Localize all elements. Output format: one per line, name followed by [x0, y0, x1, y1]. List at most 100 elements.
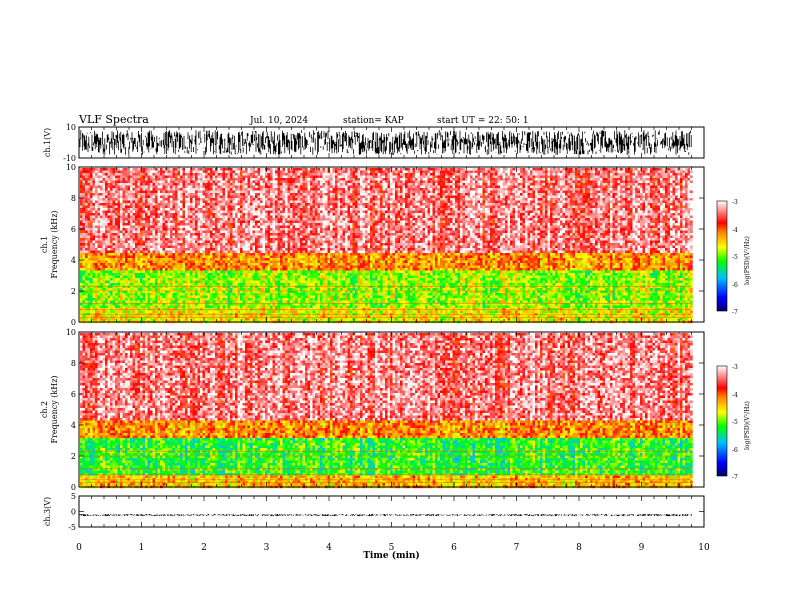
spectrogram-cell [138, 276, 141, 279]
spectrogram-cell [153, 233, 156, 236]
spectrogram-cell [88, 183, 91, 186]
spectrogram-cell [158, 293, 161, 296]
spectrogram-cell [143, 243, 146, 246]
spectrogram-cell [83, 301, 86, 304]
spectrogram-cell [88, 283, 91, 286]
spectrogram-cell [123, 176, 126, 179]
spectrogram-cell [153, 221, 156, 224]
spectrogram-cell [170, 306, 173, 309]
spectrogram-cell [83, 251, 86, 254]
spectrogram-cell [165, 258, 168, 261]
spectrogram-cell [158, 231, 161, 234]
spectrogram-cell [130, 273, 133, 276]
spectrogram-cell [173, 183, 176, 186]
spectrogram-cell [160, 243, 163, 246]
spectrogram-cell [103, 266, 106, 269]
spectrogram-cell [90, 198, 93, 201]
spectrogram-cell [153, 281, 156, 284]
spectrogram-cell [125, 178, 128, 181]
spectrogram-cell [110, 316, 113, 319]
spectrogram-cell [168, 183, 171, 186]
spectrogram-cell [95, 231, 98, 234]
spectrogram-cell [113, 191, 116, 194]
spectrogram-cell [135, 196, 138, 199]
spectrogram-cell [118, 176, 121, 179]
spectrogram-cell [140, 246, 143, 249]
spectrogram-cell [100, 176, 103, 179]
spectrogram-cell [150, 306, 153, 309]
spectrogram-cell [175, 231, 178, 234]
spectrogram-cell [148, 221, 151, 224]
spectrogram-cell [110, 211, 113, 214]
spectrogram-cell [143, 256, 146, 259]
spectrogram-cell [138, 241, 141, 244]
spectrogram-cell [143, 198, 146, 201]
spectrogram-cell [88, 181, 91, 184]
spectrogram-cell [175, 273, 178, 276]
spectrogram-cell [125, 203, 128, 206]
spectrogram-cell [155, 168, 158, 171]
spectrogram-cell [163, 278, 166, 281]
spectrogram-cell [153, 271, 156, 274]
spectrogram-cell [148, 273, 151, 276]
spectrogram-cell [135, 281, 138, 284]
spectrogram-cell [125, 201, 128, 204]
spectrogram-cell [103, 181, 106, 184]
spectrogram-cell [130, 168, 133, 171]
spectrogram-cell [173, 223, 176, 226]
spectrogram-cell [103, 223, 106, 226]
spectrogram-cell [135, 216, 138, 219]
spectrogram-cell [178, 198, 181, 201]
spectrogram-cell [150, 233, 153, 236]
spectrogram-cell [115, 298, 118, 301]
spectrogram-cell [83, 203, 86, 206]
spectrogram-cell [163, 288, 166, 291]
spectrogram-cell [85, 281, 88, 284]
spectrogram-cell [108, 261, 111, 264]
spectrogram-cell [150, 283, 153, 286]
spectrogram-cell [135, 273, 138, 276]
spectrogram-cell [155, 183, 158, 186]
spectrogram-cell [155, 296, 158, 299]
spectrogram-cell [125, 273, 128, 276]
spectrogram-cell [173, 171, 176, 174]
spectrogram-cell [100, 186, 103, 189]
spectrogram-cell [160, 281, 163, 284]
spectrogram-cell [105, 188, 108, 191]
spectrogram-cell [133, 273, 136, 276]
spectrogram-cell [130, 311, 133, 314]
spectrogram-cell [178, 271, 181, 274]
spectrogram-cell [150, 211, 153, 214]
spectrogram-cell [175, 236, 178, 239]
spectrogram-cell [110, 258, 113, 261]
spectrogram-cell [173, 241, 176, 244]
spectrogram-cell [138, 171, 141, 174]
spectrogram-cell [175, 253, 178, 256]
spectrogram-cell [85, 261, 88, 264]
spectrogram-cell [83, 248, 86, 251]
spectrogram-cell [103, 253, 106, 256]
spectrogram-cell [98, 186, 101, 189]
spectrogram-cell [150, 213, 153, 216]
spectrogram-cell [130, 248, 133, 251]
spectrogram-cell [103, 216, 106, 219]
spectrogram-cell [128, 268, 131, 271]
spectrogram-cell [163, 223, 166, 226]
spectrogram-cell [150, 288, 153, 291]
spectrogram-cell [108, 176, 111, 179]
spectrogram-cell [158, 218, 161, 221]
spectrogram-cell [138, 191, 141, 194]
spectrogram-cell [150, 258, 153, 261]
spectrogram-cell [123, 231, 126, 234]
spectrogram-cell [105, 276, 108, 279]
spectrogram-cell [118, 316, 121, 319]
spectrogram-cell [128, 266, 131, 269]
spectrogram-cell [123, 248, 126, 251]
spectrogram-cell [160, 198, 163, 201]
spectrogram-cell [133, 193, 136, 196]
spectrogram-cell [110, 178, 113, 181]
spectrogram-cell [113, 311, 116, 314]
spectrogram-cell [123, 271, 126, 274]
spectrogram-cell [125, 281, 128, 284]
spectrogram-cell [103, 258, 106, 261]
